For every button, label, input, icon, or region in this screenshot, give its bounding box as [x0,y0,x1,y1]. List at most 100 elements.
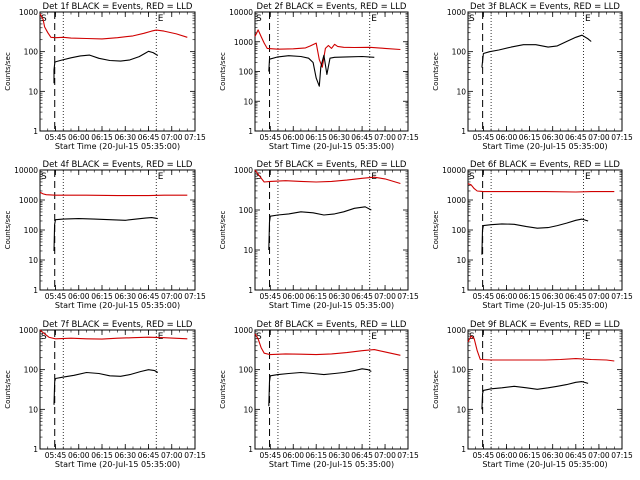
x-tick-label: 06:30 [328,451,350,460]
events-series-line [481,218,589,255]
x-tick-label: 07:00 [161,451,183,460]
y-tick-label: 1 [33,445,38,454]
x-axis-label: Start Time (20-Jul-15 05:35:00) [269,460,394,469]
y-tick-label: 1000 [234,38,253,47]
chart-title: Det 4f BLACK = Events, RED = LLD [43,160,193,170]
x-tick-label: 06:30 [114,451,136,460]
x-tick-label: 05:45 [259,133,281,142]
start-marker-label: S [41,14,47,24]
x-tick-label: 05:45 [45,451,67,460]
y-tick-label: 100 [239,366,254,375]
start-marker-label: S [256,172,262,182]
y-tick-label: 100 [452,226,467,235]
x-axis-label: Start Time (20-Jul-15 05:35:00) [55,460,180,469]
events-series-line [53,369,159,405]
x-tick-label: 06:00 [496,292,518,301]
x-tick-label: 07:15 [397,133,419,142]
x-tick-label: 05:45 [259,451,281,460]
x-tick-label: 06:45 [351,451,373,460]
x-axis-label: Start Time (20-Jul-15 05:35:00) [269,301,394,310]
x-tick-label: 07:15 [184,451,206,460]
x-tick-label: 06:00 [282,292,304,301]
x-tick-label: 07:15 [611,133,633,142]
end-marker-label: E [371,332,377,342]
end-marker-label: E [158,332,164,342]
y-axis-label: Counts/sec [219,52,227,91]
x-tick-label: 06:15 [305,451,327,460]
x-tick-label: 07:00 [588,292,610,301]
x-tick-label: 06:15 [519,451,541,460]
y-tick-label: 10000 [14,166,38,175]
plot-frame [254,329,409,450]
x-tick-label: 06:15 [91,451,113,460]
x-tick-label: 05:45 [259,292,281,301]
x-tick-label: 05:45 [473,451,495,460]
y-tick-label: 10 [456,87,466,96]
x-tick-label: 06:15 [519,133,541,142]
y-axis-label: Counts/sec [432,52,440,91]
x-tick-label: 06:00 [282,451,304,460]
x-tick-label: 07:00 [588,451,610,460]
y-tick-label: 100 [24,366,39,375]
x-tick-label: 05:45 [45,292,67,301]
plot-frame [39,11,196,132]
chart-title: Det 1f BLACK = Events, RED = LLD [43,2,193,12]
y-tick-label: 1000 [447,8,466,17]
x-tick-label: 06:45 [565,292,587,301]
events-series-line [268,54,375,87]
x-tick-label: 07:15 [184,133,206,142]
plot-frame [254,11,409,132]
x-tick-label: 06:30 [328,133,350,142]
y-axis-label: Counts/sec [432,211,440,250]
chart-panel: Det 7f BLACK = Events, RED = LLD 1 10 100 10… [4,320,206,469]
x-tick-label: 06:30 [114,133,136,142]
x-tick-label: 06:00 [496,451,518,460]
x-tick-label: 07:00 [161,133,183,142]
y-axis-label: Counts/sec [4,211,12,250]
lld-series-line [39,13,188,40]
y-tick-label: 1 [248,127,253,136]
y-tick-label: 100 [452,48,467,57]
x-tick-label: 06:30 [542,292,564,301]
x-axis-label: Start Time (20-Jul-15 05:35:00) [482,301,607,310]
x-tick-label: 06:00 [68,451,90,460]
x-tick-label: 06:15 [91,133,113,142]
y-tick-label: 100 [24,226,39,235]
y-tick-label: 100 [239,68,254,77]
x-axis-label: Start Time (20-Jul-15 05:35:00) [269,142,394,151]
chart-panel: Det 1f BLACK = Events, RED = LLD 1 10 100 10… [4,2,206,151]
x-tick-label: 06:45 [565,451,587,460]
start-marker-label: S [41,332,47,342]
x-tick-label: 06:30 [328,292,350,301]
end-marker-label: E [585,332,591,342]
end-marker-label: E [585,172,591,182]
x-tick-label: 07:15 [397,292,419,301]
x-tick-label: 06:30 [114,292,136,301]
x-tick-label: 05:45 [473,292,495,301]
chart-panel: Det 5f BLACK = Events, RED = LLD 1 10 100 10… [219,160,419,310]
y-tick-label: 10 [456,256,466,265]
chart-panel: Det 6f BLACK = Events, RED = LLD 1 10 100 10… [432,160,633,310]
y-tick-label: 100 [239,206,254,215]
chart-title: Det 9f BLACK = Events, RED = LLD [470,320,620,330]
y-tick-label: 1 [461,286,466,295]
y-tick-label: 1000 [234,166,253,175]
y-tick-label: 1000 [447,196,466,205]
end-marker-label: E [158,14,164,24]
start-marker-label: S [256,332,262,342]
chart-title: Det 2f BLACK = Events, RED = LLD [257,2,407,12]
start-marker-label: S [469,172,475,182]
x-tick-label: 06:45 [351,133,373,142]
lld-series-line [254,169,401,185]
lld-series-line [39,191,188,197]
x-tick-label: 07:00 [374,292,396,301]
x-tick-label: 06:45 [565,133,587,142]
x-axis-label: Start Time (20-Jul-15 05:35:00) [482,142,607,151]
events-series-line [268,206,372,251]
x-tick-label: 06:15 [519,292,541,301]
plot-frame [467,11,623,132]
y-tick-label: 10000 [229,8,253,17]
y-tick-label: 1000 [19,196,38,205]
y-tick-label: 1 [248,286,253,295]
